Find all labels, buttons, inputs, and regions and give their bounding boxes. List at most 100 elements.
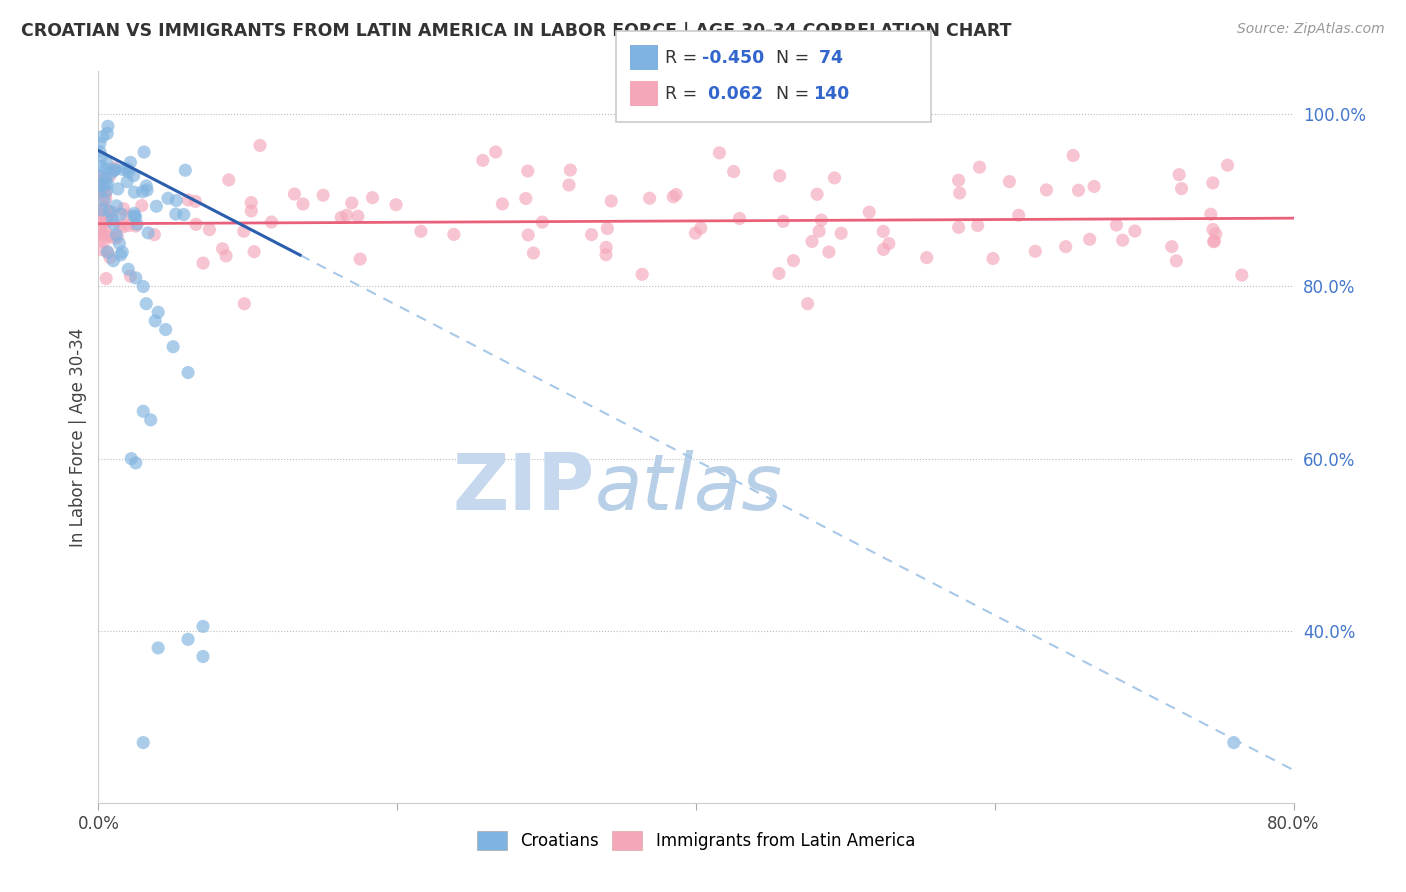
Point [89, 136, 111, 151]
Text: R =: R = [665, 49, 703, 67]
Point [1202, 235, 1225, 249]
Point [103, 161, 125, 175]
Point [560, 163, 582, 178]
Point [91, 227, 114, 242]
Point [173, 208, 195, 222]
Point [148, 640, 170, 655]
Point [155, 322, 177, 336]
Point [94, 171, 117, 186]
Point [872, 243, 894, 257]
Point [291, 197, 314, 211]
Point [96, 214, 118, 228]
Point [90, 160, 112, 174]
Point [491, 197, 513, 211]
Point [103, 217, 125, 231]
Point [125, 456, 148, 470]
Point [90, 170, 112, 185]
Point [162, 340, 184, 354]
Point [517, 227, 540, 242]
Point [165, 207, 187, 221]
Point [117, 262, 139, 277]
Point [105, 230, 128, 244]
Point [1067, 183, 1090, 197]
Point [174, 163, 197, 178]
Point [830, 227, 852, 241]
Point [768, 267, 790, 281]
Point [336, 208, 359, 222]
Point [96, 184, 118, 198]
Point [132, 735, 155, 749]
Point [93, 194, 115, 208]
Point [361, 191, 384, 205]
Point [143, 314, 166, 328]
Point [347, 209, 370, 223]
Point [111, 245, 134, 260]
Point [966, 219, 988, 233]
Point [689, 221, 711, 235]
Point [131, 185, 153, 199]
Text: atlas: atlas [595, 450, 782, 526]
Point [240, 204, 263, 219]
Point [1083, 179, 1105, 194]
Point [312, 188, 335, 202]
Point [211, 242, 233, 256]
Point [132, 404, 155, 418]
Point [1062, 148, 1084, 162]
Point [631, 268, 654, 282]
Point [98, 251, 121, 265]
Point [90, 149, 112, 163]
Point [1160, 239, 1182, 253]
Point [191, 619, 214, 633]
Point [104, 231, 127, 245]
Point [595, 240, 617, 254]
Point [665, 187, 688, 202]
Point [115, 208, 138, 222]
Point [132, 145, 155, 159]
Point [522, 246, 544, 260]
Point [94, 177, 117, 191]
Point [948, 173, 970, 187]
Point [581, 227, 603, 242]
Point [101, 205, 124, 219]
Point [108, 219, 131, 233]
Point [1035, 183, 1057, 197]
Point [125, 271, 148, 285]
Point [1202, 222, 1225, 236]
Point [89, 213, 111, 227]
Point [1078, 232, 1101, 246]
Point [89, 184, 111, 198]
Point [98, 204, 121, 219]
Point [115, 175, 138, 189]
Text: N =: N = [776, 49, 810, 67]
Y-axis label: In Labor Force | Age 30-34: In Labor Force | Age 30-34 [69, 327, 87, 547]
Point [191, 256, 214, 270]
Point [1216, 158, 1239, 172]
Point [796, 296, 818, 310]
Point [485, 145, 508, 159]
Point [90, 224, 112, 238]
Point [340, 196, 363, 211]
Point [471, 153, 494, 168]
Point [260, 215, 283, 229]
Point [89, 187, 111, 202]
Point [177, 632, 200, 647]
Point [115, 161, 138, 176]
Point [117, 219, 139, 233]
Point [120, 155, 142, 169]
Point [105, 227, 128, 242]
Point [112, 202, 135, 216]
Point [1205, 227, 1227, 241]
Point [1105, 218, 1128, 232]
Point [98, 229, 121, 244]
Point [94, 271, 117, 285]
Point [1008, 208, 1031, 222]
Point [782, 253, 804, 268]
Point [1054, 240, 1077, 254]
Point [120, 451, 142, 466]
Point [443, 227, 465, 242]
Point [1111, 233, 1133, 247]
Point [808, 224, 831, 238]
Point [97, 245, 120, 260]
Point [125, 217, 148, 231]
Point [90, 243, 112, 257]
